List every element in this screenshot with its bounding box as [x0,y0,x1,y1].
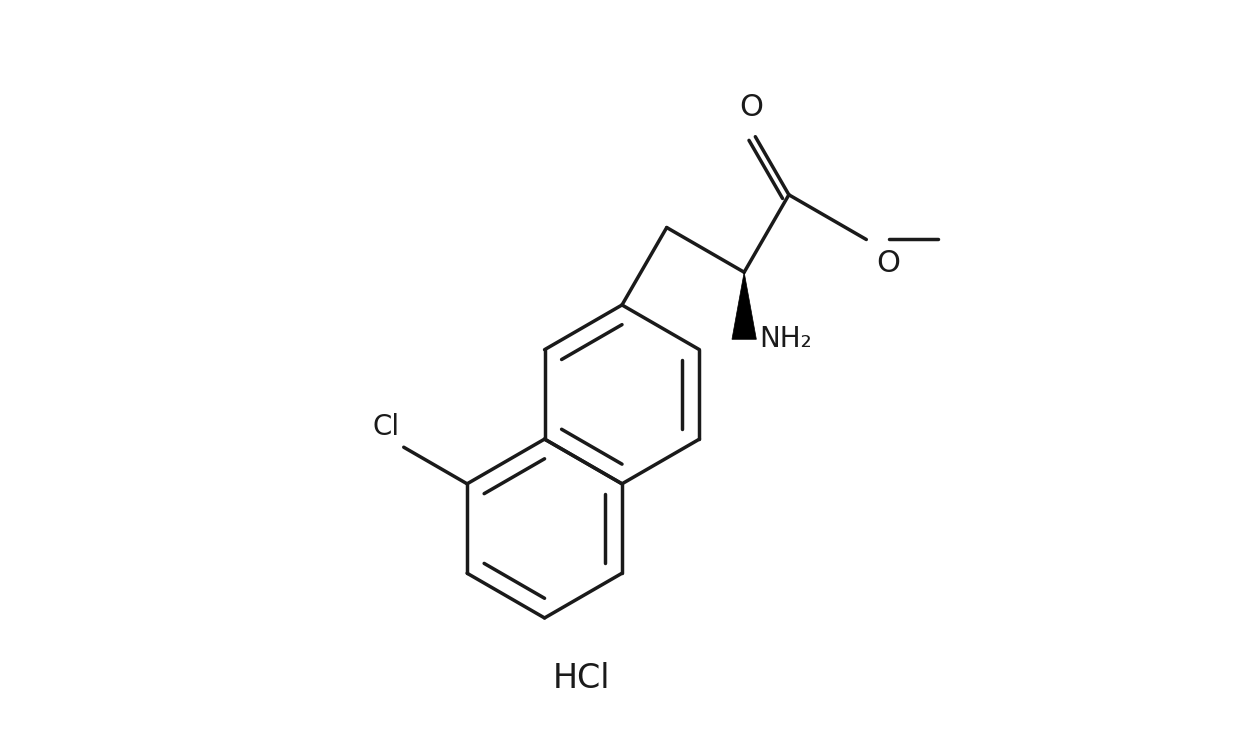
Text: O: O [876,249,901,278]
Text: HCl: HCl [552,662,610,696]
Text: O: O [739,93,764,122]
Polygon shape [731,272,756,340]
Text: Cl: Cl [372,413,399,441]
Text: NH₂: NH₂ [759,326,811,353]
